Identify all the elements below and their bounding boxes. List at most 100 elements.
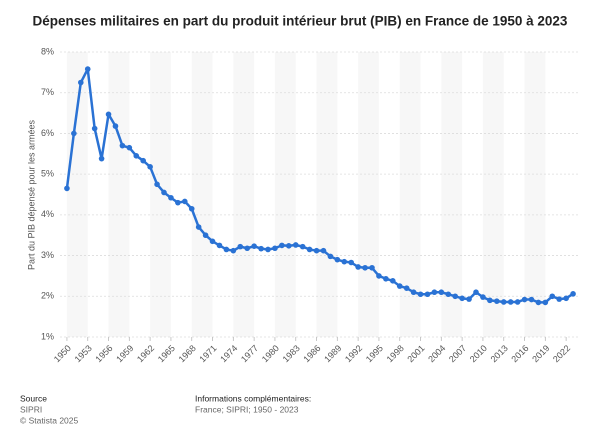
data-point [292,242,299,248]
y-tick-label: 3% [41,250,54,260]
x-tick-label: 1956 [93,343,114,364]
y-tick-label: 2% [41,291,54,301]
data-point [272,245,278,252]
background-band [441,52,463,337]
data-point [119,142,126,149]
x-tick-label: 1974 [218,343,239,364]
data-point [390,278,396,284]
x-tick-label: 1983 [281,343,302,364]
data-point [369,264,375,271]
data-point [403,285,410,291]
x-tick-label: 1968 [177,343,198,364]
x-tick-label: 1950 [52,343,73,364]
data-point [313,247,320,254]
data-point [223,246,230,253]
x-tick-label: 2001 [405,343,426,364]
data-point [424,291,431,298]
data-point [133,153,140,159]
y-tick-label: 1% [41,331,54,341]
data-point [459,295,465,302]
data-point [320,247,327,254]
data-point [251,243,257,250]
x-tick-label: 1965 [156,343,177,364]
x-tick-label: 1995 [364,343,385,364]
data-point [64,185,70,192]
data-point [494,298,500,304]
y-tick-label: 6% [41,128,54,138]
data-point [473,289,479,296]
background-band [108,52,130,337]
data-point [466,296,472,302]
data-point [341,258,348,265]
data-point [265,246,271,253]
background-band [66,52,88,337]
data-point [452,293,459,300]
data-point [244,245,250,252]
y-tick-label: 7% [41,87,54,97]
data-point [500,299,507,305]
data-point [445,291,452,298]
data-point [507,299,514,305]
data-point [71,130,77,137]
data-point [154,181,160,188]
x-tick-label: 2019 [530,343,551,364]
data-point [161,189,167,196]
copyright: © Statista 2025 [20,415,79,425]
data-point [299,243,306,250]
data-point [182,198,188,205]
data-point [258,245,264,252]
x-tick-label: 2004 [426,343,447,364]
x-tick-label: 1971 [197,343,218,364]
chart-title: Dépenses militaires en part du produit i… [33,14,568,29]
x-tick-label: 1998 [385,343,406,364]
data-point [147,164,153,170]
data-point [202,232,209,239]
x-tick-label: 1992 [343,343,364,364]
y-axis-label: Part du PIB dépensé pour les armées [26,119,36,270]
data-point [438,289,445,296]
data-point [126,144,133,151]
x-tick-label: 1953 [73,343,94,364]
x-tick-label: 2016 [509,343,530,364]
data-point [410,289,417,296]
data-point [216,242,223,249]
data-point [78,79,84,86]
background-band [150,52,171,337]
data-point [306,246,313,253]
x-tick-label: 1989 [322,343,343,364]
x-tick-label: 2022 [551,343,572,364]
data-point [570,291,576,297]
background-band [274,52,296,337]
data-point [542,299,549,306]
data-point [286,243,292,249]
data-point [230,247,237,254]
data-point [112,123,119,129]
data-point [383,275,389,282]
x-tick-label: 1959 [114,343,135,364]
y-tick-label: 8% [41,46,54,56]
data-point [487,297,493,304]
x-tick-label: 2007 [447,343,468,364]
data-point [98,155,105,162]
data-point [376,273,382,279]
x-tick-label: 2013 [489,343,510,364]
data-point [168,194,174,201]
source-heading: Source [20,393,47,403]
data-point [480,294,486,300]
data-point [84,66,91,72]
data-point [528,296,535,303]
data-point [237,243,244,250]
data-point [195,224,202,230]
data-point [535,299,542,306]
data-point [563,295,569,302]
x-tick-label: 2010 [468,343,489,364]
data-point [105,111,112,118]
background-band [482,52,504,337]
data-point [521,296,528,303]
data-point [549,293,556,300]
data-point [431,289,438,296]
info: France; SIPRI; 1950 - 2023 [195,404,299,414]
data-point [279,242,285,249]
background-band [316,52,338,337]
